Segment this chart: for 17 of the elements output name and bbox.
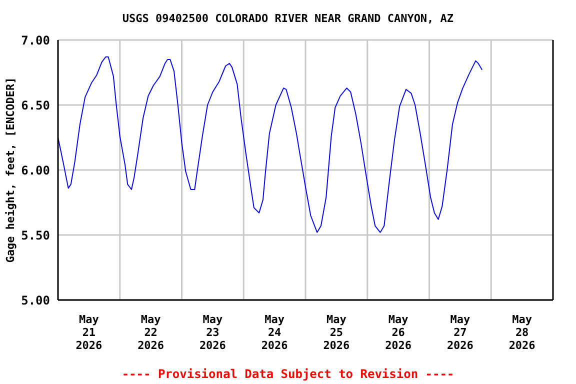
chart-title: USGS 09402500 COLORADO RIVER NEAR GRAND CANYON, AZ — [121, 12, 455, 25]
x-tick-label: May 21 2026 — [76, 313, 103, 352]
x-tick-label: May 24 2026 — [261, 313, 288, 352]
x-tick-label: May 28 2026 — [508, 313, 536, 352]
y-tick-label: 6.50 — [21, 98, 50, 112]
y-tick-label: 5.00 — [21, 293, 50, 308]
x-tick-label: May 23 2026 — [199, 313, 226, 352]
y-axis-title: Gage height, feet, [ENCODER] — [4, 77, 17, 263]
y-tick-label: 5.50 — [21, 228, 50, 242]
x-tick-label: May 25 2026 — [323, 313, 350, 352]
text: ---- Provisional Data Subject to Revision ---- — [120, 367, 456, 381]
line-series — [58, 56, 483, 233]
x-tick-label: May 27 2026 — [446, 313, 474, 352]
y-tick-label: 6.00 — [21, 163, 50, 178]
x-tick-label: May 26 2026 — [385, 313, 412, 352]
x-tick-label: May 22 2026 — [138, 313, 164, 352]
y-tick-label: 7.00 — [21, 33, 50, 48]
